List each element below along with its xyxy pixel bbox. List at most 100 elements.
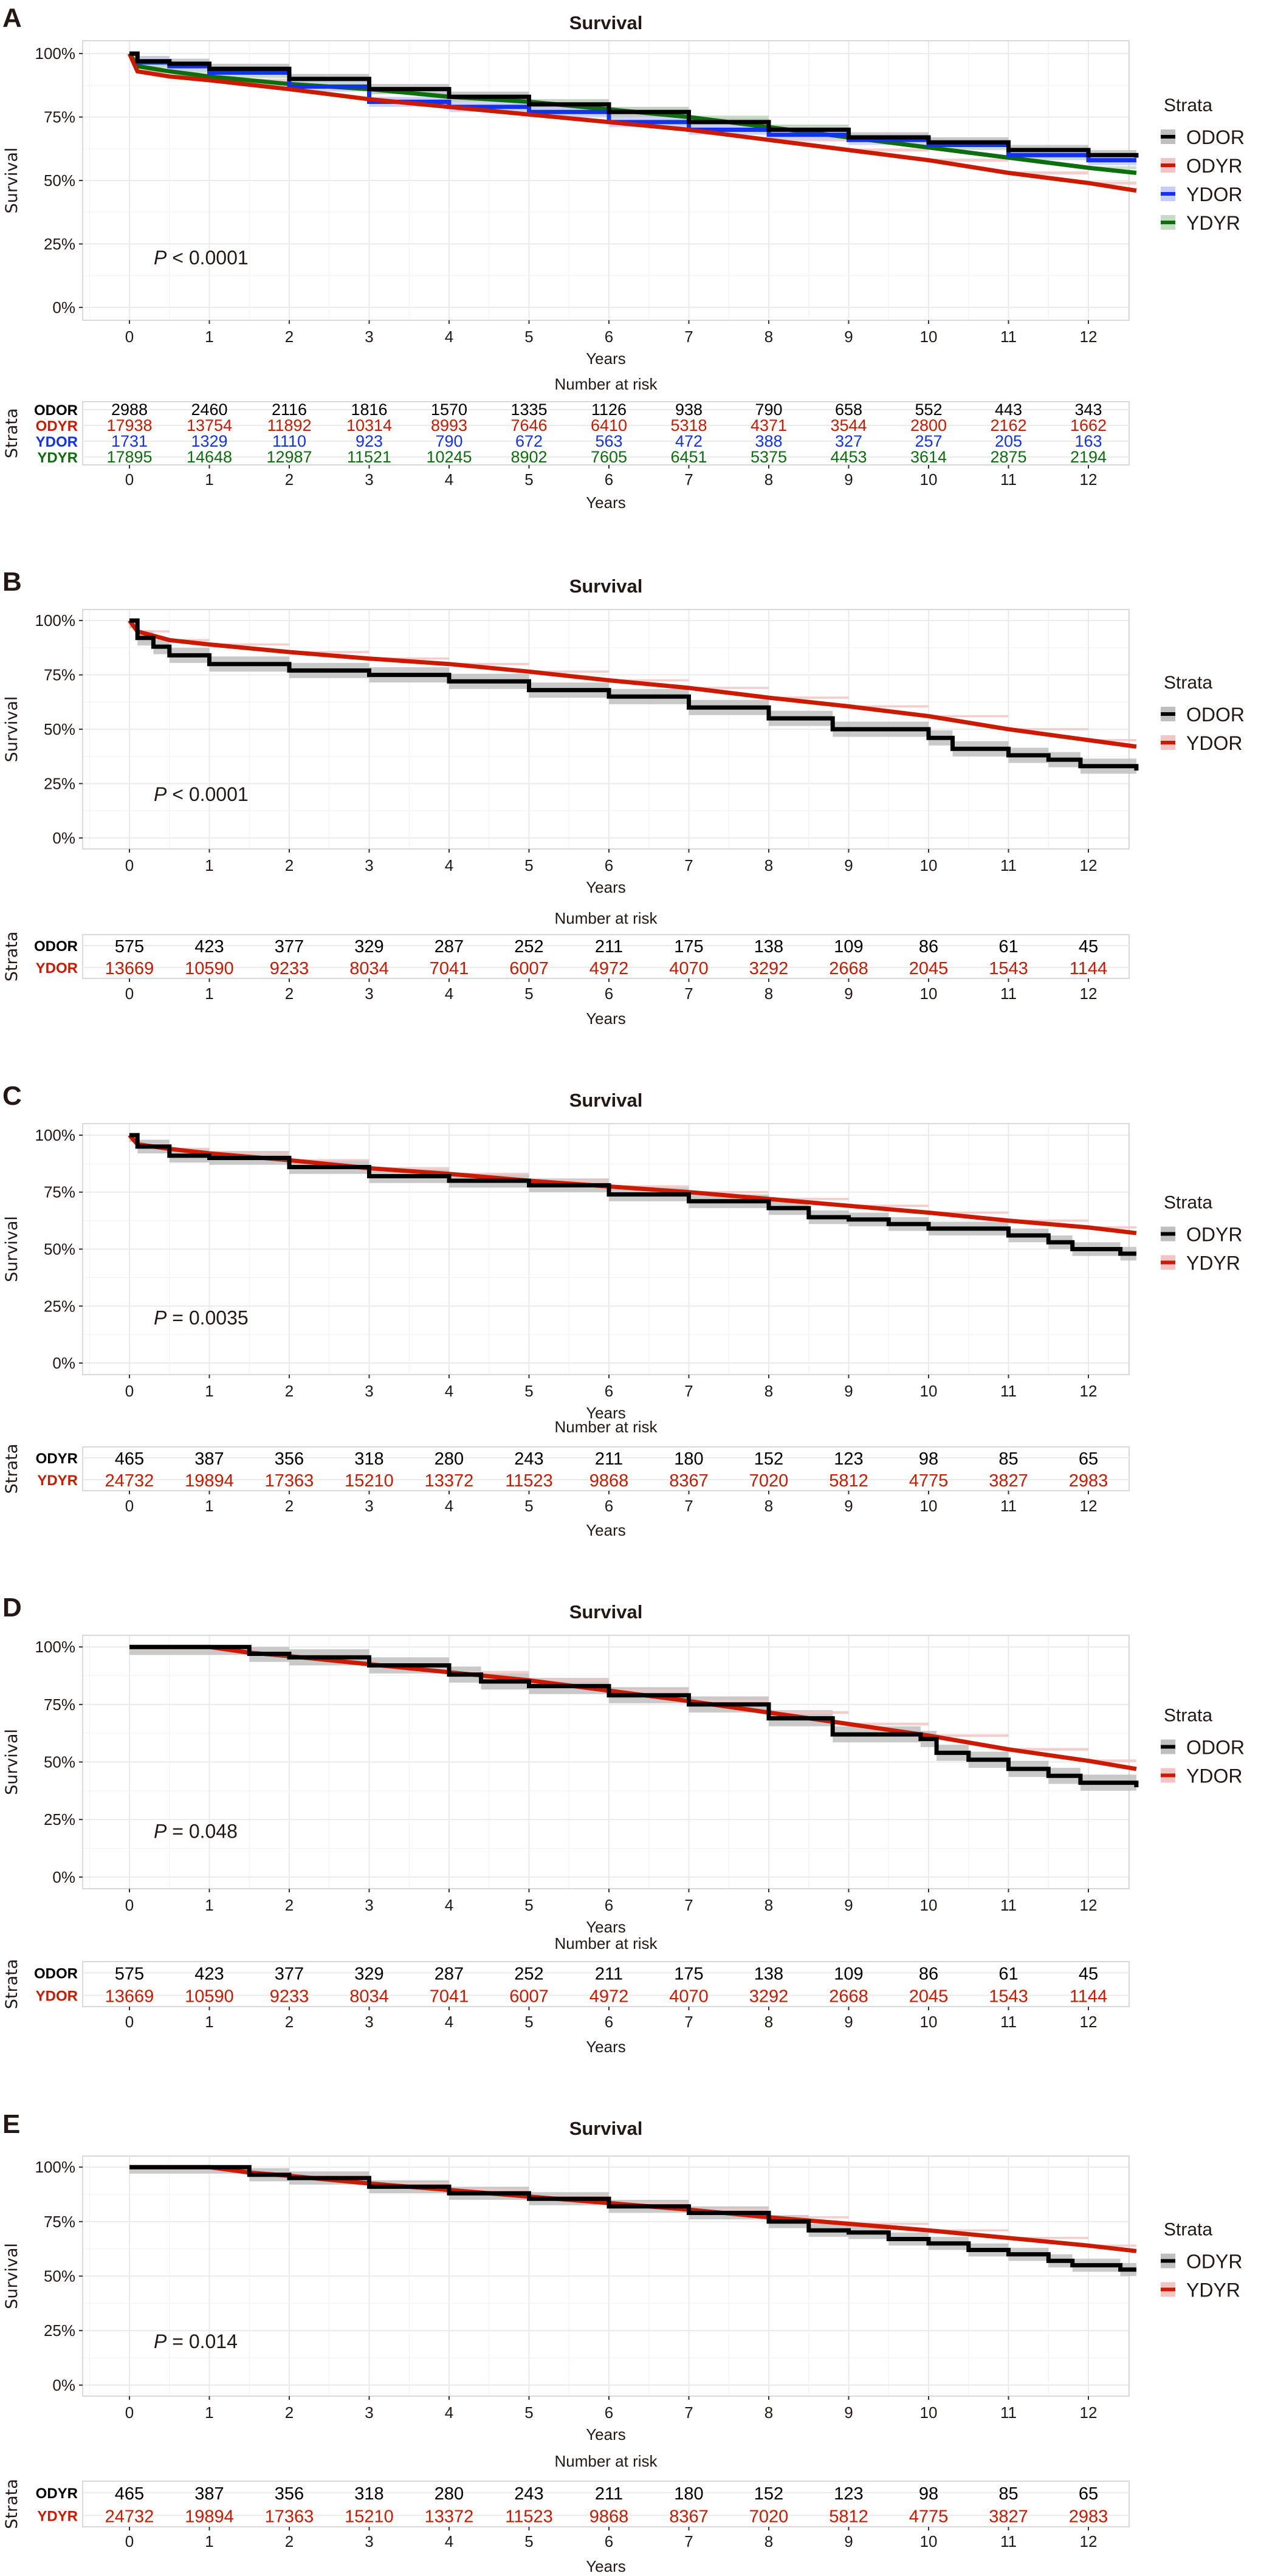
- risk-count: 109: [834, 1965, 863, 1984]
- risk-count: 2162: [990, 416, 1026, 434]
- risk-count: 7020: [749, 2507, 789, 2526]
- survival-line-ydor: [128, 619, 1137, 749]
- legend-item-odor[interactable]: ODOR: [1161, 704, 1245, 726]
- legend-item-ydor[interactable]: YDOR: [1161, 184, 1242, 205]
- legend: Strata ODOR YDOR: [1161, 673, 1245, 754]
- legend-item-ydor[interactable]: YDOR: [1161, 732, 1242, 754]
- risk-x-tick-label: 3: [365, 2013, 373, 2031]
- risk-count: 6451: [670, 448, 707, 466]
- legend-title: Strata: [1164, 1193, 1212, 1213]
- risk-x-tick-label: 5: [524, 2532, 533, 2550]
- legend-item-ydyr[interactable]: YDYR: [1161, 212, 1240, 234]
- risk-count: 329: [354, 1965, 383, 1984]
- risk-count: 1144: [1070, 959, 1107, 978]
- risk-count: 575: [115, 1965, 144, 1984]
- x-tick-label: 9: [844, 1382, 853, 1400]
- legend: Strata ODYR YDYR: [1161, 1193, 1242, 1274]
- x-tick-label: 8: [765, 1896, 773, 1914]
- risk-x-tick-label: 1: [205, 1497, 213, 1515]
- risk-count: 280: [435, 1449, 464, 1469]
- risk-count: 98: [919, 2484, 938, 2504]
- risk-count: 8902: [510, 448, 547, 466]
- risk-count: 13372: [425, 2507, 474, 2526]
- risk-count: 10590: [185, 959, 234, 978]
- x-tick-label: 2: [285, 856, 294, 874]
- risk-count: 6410: [591, 416, 627, 434]
- risk-strata-label: ODYR: [36, 1451, 78, 1467]
- x-tick-label: 11: [1000, 328, 1017, 346]
- risk-count: 1335: [510, 400, 547, 419]
- risk-count: 12987: [266, 448, 312, 466]
- risk-count: 327: [835, 432, 862, 450]
- risk-count: 138: [754, 1965, 783, 1984]
- x-tick-label: 5: [524, 856, 533, 874]
- risk-y-axis-title: Strata: [2, 408, 21, 459]
- x-tick-label: 1: [205, 856, 213, 874]
- x-tick-label: 2: [285, 2403, 294, 2422]
- risk-count: 356: [275, 2484, 304, 2504]
- p-value-label: P = 0.014: [154, 2330, 238, 2352]
- x-tick-label: 8: [765, 856, 773, 874]
- risk-count: 465: [115, 2484, 144, 2504]
- legend-label: ODYR: [1186, 155, 1242, 177]
- legend-item-odor[interactable]: ODOR: [1161, 1737, 1245, 1759]
- risk-count: 163: [1074, 432, 1102, 450]
- risk-x-tick-label: 8: [765, 2013, 773, 2031]
- chart-title: Survival: [569, 12, 643, 33]
- risk-count: 2194: [1070, 448, 1107, 466]
- risk-x-tick-label: 4: [445, 1497, 453, 1515]
- x-tick-label: 5: [524, 1896, 533, 1914]
- survival-line-odor: [129, 51, 1139, 158]
- risk-x-tick-label: 0: [125, 470, 134, 489]
- risk-count: 287: [435, 937, 464, 957]
- risk-count: 329: [354, 937, 383, 957]
- legend-item-odor[interactable]: ODOR: [1161, 126, 1245, 148]
- x-tick-label: 0: [125, 1896, 134, 1914]
- panel-letter: E: [2, 2109, 20, 2139]
- p-value-label: P = 0.048: [154, 1820, 238, 1842]
- risk-x-tick-label: 0: [125, 1497, 134, 1515]
- risk-count: 4453: [830, 448, 867, 466]
- y-axis-title: Survival: [2, 1729, 21, 1795]
- risk-count: 356: [275, 1449, 304, 1469]
- risk-table-title: Number at risk: [554, 1934, 658, 1953]
- risk-x-tick-label: 1: [205, 984, 213, 1003]
- chart-title: Survival: [569, 1090, 643, 1111]
- risk-table-title: Number at risk: [554, 1418, 658, 1436]
- legend-item-odyr[interactable]: ODYR: [1161, 2251, 1242, 2273]
- legend-item-odyr[interactable]: ODYR: [1161, 1224, 1242, 1246]
- risk-count: 8034: [349, 1987, 389, 2007]
- risk-count: 790: [755, 400, 782, 419]
- risk-count: 175: [674, 1965, 703, 1984]
- risk-count: 3614: [910, 448, 947, 466]
- risk-count: 4972: [589, 959, 629, 978]
- risk-x-tick-label: 5: [524, 1497, 533, 1515]
- risk-count: 180: [674, 2484, 703, 2504]
- x-tick-label: 2: [285, 1896, 294, 1914]
- legend-item-ydyr[interactable]: YDYR: [1161, 1252, 1240, 1274]
- risk-count: 575: [115, 937, 144, 957]
- x-tick-label: 4: [445, 1896, 453, 1914]
- risk-x-tick-label: 7: [684, 470, 693, 489]
- risk-count: 8034: [349, 959, 389, 978]
- x-tick-label: 6: [605, 2403, 613, 2422]
- risk-count: 3544: [830, 416, 867, 434]
- risk-strata-label: YDOR: [36, 1988, 78, 2005]
- risk-count: 1329: [191, 432, 227, 450]
- y-tick-label: 25%: [44, 1810, 75, 1829]
- legend-item-ydor[interactable]: YDOR: [1161, 1765, 1242, 1787]
- risk-y-axis-title: Strata: [2, 2479, 21, 2529]
- risk-count: 10590: [185, 1987, 234, 2007]
- legend-item-odyr[interactable]: ODYR: [1161, 155, 1242, 177]
- risk-count: 672: [515, 432, 543, 450]
- risk-x-tick-label: 7: [684, 2013, 693, 2031]
- risk-count: 211: [595, 2484, 623, 2504]
- x-tick-label: 1: [205, 2403, 213, 2422]
- legend-item-ydyr[interactable]: YDYR: [1161, 2279, 1240, 2301]
- risk-count: 61: [998, 937, 1018, 957]
- risk-count: 423: [194, 1965, 224, 1984]
- x-tick-label: 11: [1000, 1382, 1017, 1400]
- risk-count: 923: [356, 432, 383, 450]
